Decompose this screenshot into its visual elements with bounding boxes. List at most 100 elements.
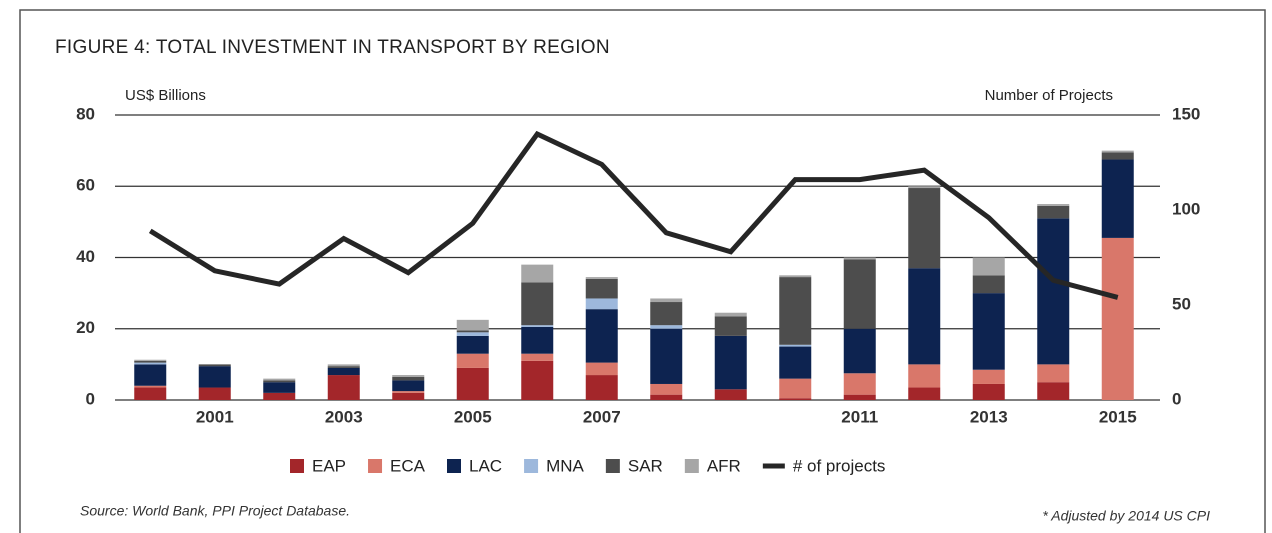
y2-tick-label: 100 [1172,199,1200,218]
bar-segment [908,387,941,400]
bar-segment [456,367,489,400]
bar-segment [972,293,1005,370]
bar-segment [392,391,425,393]
bar-segment [456,330,489,333]
bar-segment [521,353,554,361]
frame [19,9,1266,533]
bar-segment [456,353,489,368]
x-tick-label: 2015 [1099,407,1137,426]
bar-segment [134,360,167,363]
legend-label: SAR [628,456,663,475]
legend-label: # of projects [793,456,886,475]
bar-segment [908,364,941,388]
legend-label: AFR [707,456,741,475]
chart-title: FIGURE 4: TOTAL INVESTMENT IN TRANSPORT … [55,37,610,58]
legend-label: LAC [469,456,502,475]
legend-label: EAP [312,456,346,475]
bar-segment [327,366,360,368]
bar-segment [585,362,618,376]
bar-segment [585,309,618,363]
bar-segment [134,385,167,388]
bar-segment [134,359,167,361]
bar-segment [650,302,683,326]
bar-segment [456,319,489,331]
x-tick-label: 2013 [970,407,1008,426]
legend-swatch [447,459,461,473]
y-tick-label: 60 [76,176,95,195]
bar-segment [521,360,554,400]
x-tick-label: 2011 [841,407,878,426]
bar-segment [714,316,747,336]
legend-label: MNA [546,456,584,475]
x-tick-label: 2005 [454,407,492,426]
x-tick-label: 2001 [196,407,234,426]
bar-segment [714,335,747,390]
bar-segment [392,380,425,392]
bar-segment [843,328,876,374]
bar-segment [650,298,683,303]
bar-segment [1101,150,1134,153]
bar-segment [134,387,167,400]
bar-segment [908,268,941,365]
bar-segment [327,367,360,376]
bar-segment [843,394,876,400]
bar-segment [714,389,747,400]
y2-tick-label: 50 [1172,294,1191,313]
note: * Adjusted by 2014 US CPI [1042,508,1210,524]
bar-segment [843,373,876,395]
bar-segment [843,259,876,329]
legend-swatch [368,459,383,473]
bar-segment [843,257,876,260]
source: Source: World Bank, PPI Project Database… [80,503,350,519]
y-tick-label: 20 [76,318,95,337]
x-tick-label: 2003 [325,407,363,426]
y2-tick-label: 150 [1172,104,1200,123]
bar-segment [198,387,231,400]
bar-segment [263,382,296,393]
bar-segment [521,325,554,327]
bar-segment [650,325,683,329]
bar-segment [714,312,747,317]
y-tick-label: 80 [76,104,95,123]
legend-swatch [684,459,699,473]
y-tick-label: 0 [86,389,95,408]
bar-segment [134,362,167,365]
bar-segment [779,277,812,345]
bar-segment [1101,237,1134,400]
bar-segment [1037,382,1070,400]
bar-segment [779,275,812,278]
bar-segment [1037,218,1070,365]
legend-swatch [524,459,539,473]
bar-segment [585,375,618,400]
bar-segment [908,186,941,189]
bar-segment [779,378,812,399]
bar-segment [779,344,812,347]
bar-segment [392,375,425,377]
legend-label: ECA [390,456,426,475]
bar-segment [521,326,554,354]
line [148,130,1119,300]
bar-segment [327,375,360,400]
bar-segment [198,364,231,367]
bar-segment [779,346,812,379]
bar-segment [327,364,360,367]
bar-segment [134,364,167,386]
bar-segment [392,376,425,381]
bar-segment [1101,152,1134,160]
bar-segment [585,277,618,279]
legend-swatch [605,459,620,473]
bar-segment [1101,159,1134,238]
y2-axis-label: Number of Projects [985,87,1113,104]
bar-segment [779,398,812,400]
y-tick-label: 40 [76,247,95,266]
bar-segment [585,298,618,310]
bar-segment [1037,364,1070,383]
bar-segment [972,383,1005,400]
bar-segment [456,335,489,354]
bar-segment [650,328,683,384]
x-tick-label: 2007 [583,407,621,426]
bar-segment [1037,204,1070,206]
y2-tick-label: 0 [1172,389,1181,408]
bar-segment [650,394,683,400]
bar-segment [521,282,554,326]
